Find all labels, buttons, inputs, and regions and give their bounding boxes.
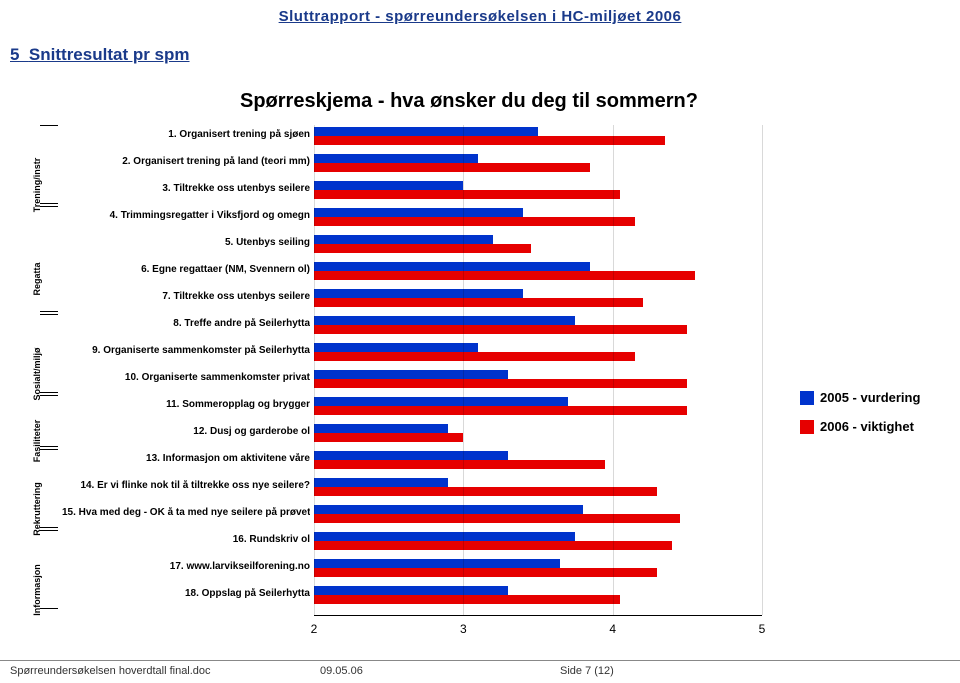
legend-label: 2005 - vurdering bbox=[820, 390, 920, 405]
row-label: 12. Dusj og garderobe ol bbox=[62, 426, 310, 437]
plot-area bbox=[314, 125, 762, 615]
x-tick-label: 4 bbox=[609, 622, 616, 636]
chart: Spørreskjema - hva ønsker du deg til som… bbox=[40, 90, 940, 640]
row-label: 15. Hva med deg - OK å ta med nye seiler… bbox=[62, 507, 310, 518]
legend-swatch bbox=[800, 420, 814, 434]
row-label: 11. Sommeropplag og brygger bbox=[62, 399, 310, 410]
row-label: 17. www.larvikseilforening.no bbox=[62, 561, 310, 572]
y-group: Sosialt/miljø bbox=[40, 314, 58, 393]
row-label: 1. Organisert trening på sjøen bbox=[62, 129, 310, 140]
legend-item: 2005 - vurdering bbox=[800, 390, 930, 405]
y-group: Fasiliteter bbox=[40, 395, 58, 447]
y-axis-groups: Trening/instr Regatta Sosialt/miljø Fasilit… bbox=[40, 125, 58, 615]
y-group: Informasjon bbox=[40, 530, 58, 609]
row-label: 3. Tiltrekke oss utenbys seilere bbox=[62, 183, 310, 194]
row-label: 7. Tiltrekke oss utenbys seilere bbox=[62, 291, 310, 302]
section-heading: 5 Snittresultat pr spm bbox=[0, 25, 960, 65]
row-label: 4. Trimmingsregatter i Viksfjord og omeg… bbox=[62, 210, 310, 221]
y-group: Rekruttering bbox=[40, 449, 58, 528]
row-label: 14. Er vi flinke nok til å tiltrekke oss… bbox=[62, 480, 310, 491]
legend: 2005 - vurdering 2006 - viktighet bbox=[800, 390, 930, 448]
x-tick-label: 2 bbox=[311, 622, 318, 636]
y-group: Trening/instr bbox=[40, 125, 58, 204]
gridline bbox=[613, 125, 614, 615]
row-label: 13. Informasjon om aktivitene våre bbox=[62, 453, 310, 464]
row-label: 2. Organisert trening på land (teori mm) bbox=[62, 156, 310, 167]
row-label: 6. Egne regattaer (NM, Svennern ol) bbox=[62, 264, 310, 275]
legend-swatch bbox=[800, 391, 814, 405]
row-label: 9. Organiserte sammenkomster på Seilerhy… bbox=[62, 345, 310, 356]
row-label: 16. Rundskriv ol bbox=[62, 534, 310, 545]
row-label: 5. Utenbys seiling bbox=[62, 237, 310, 248]
legend-label: 2006 - viktighet bbox=[820, 419, 914, 434]
footer: Spørreundersøkelsen hoverdtall final.doc… bbox=[0, 660, 960, 683]
footer-filename: Spørreundersøkelsen hoverdtall final.doc bbox=[10, 665, 211, 677]
row-label: 18. Oppslag på Seilerhytta bbox=[62, 588, 310, 599]
legend-item: 2006 - viktighet bbox=[800, 419, 930, 434]
row-label: 8. Treffe andre på Seilerhytta bbox=[62, 318, 310, 329]
y-group: Regatta bbox=[40, 206, 58, 312]
gridline bbox=[314, 125, 315, 615]
footer-page: Side 7 (12) bbox=[560, 665, 614, 677]
chart-title: Spørreskjema - hva ønsker du deg til som… bbox=[240, 90, 698, 113]
x-tick-label: 5 bbox=[759, 622, 766, 636]
footer-date: 09.05.06 bbox=[320, 665, 363, 677]
row-label: 10. Organiserte sammenkomster privat bbox=[62, 372, 310, 383]
report-title: Sluttrapport - spørreundersøkelsen i HC-… bbox=[0, 0, 960, 25]
x-tick-label: 3 bbox=[460, 622, 467, 636]
x-axis bbox=[314, 615, 762, 616]
gridline bbox=[762, 125, 763, 615]
gridline bbox=[463, 125, 464, 615]
